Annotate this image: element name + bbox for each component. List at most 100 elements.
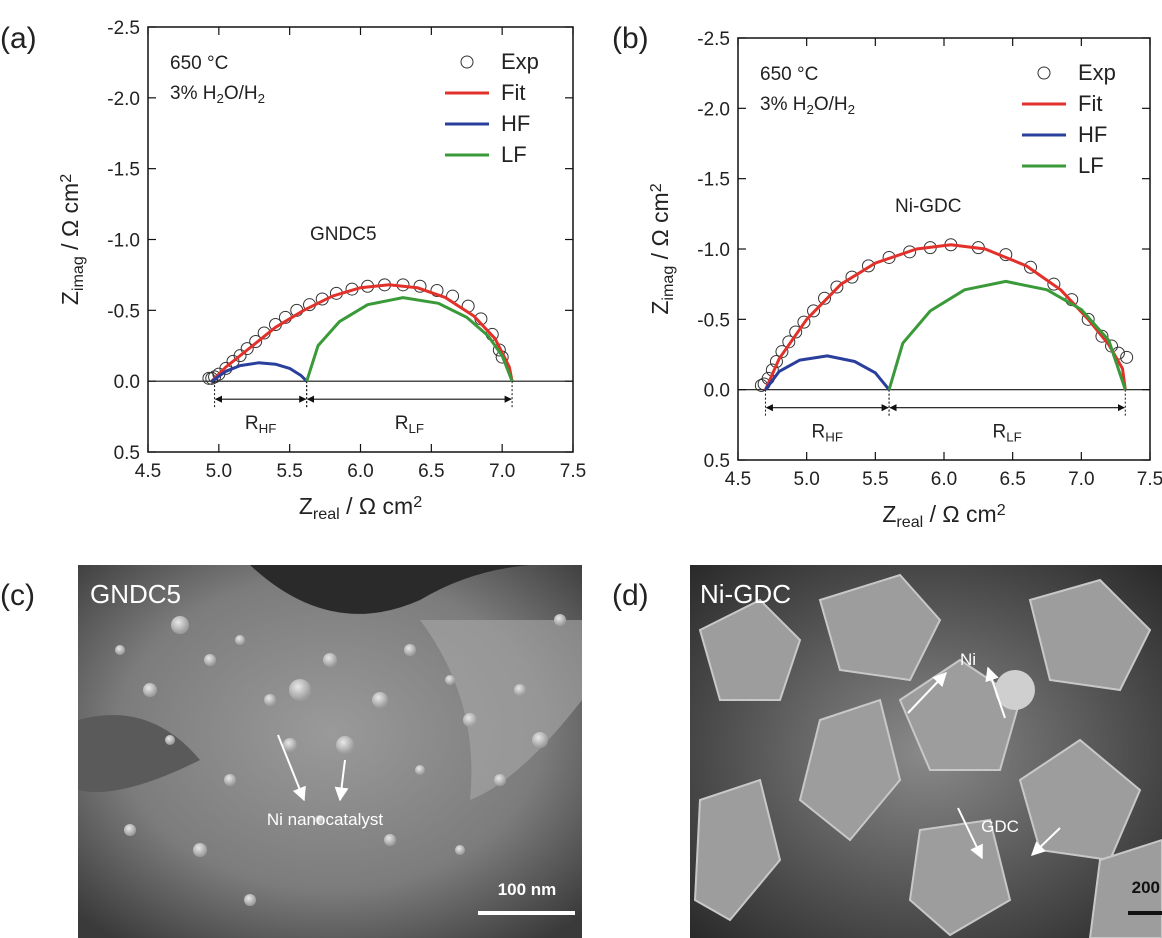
image-title: Ni-GDC <box>700 579 791 609</box>
y-axis-label-part: 2 <box>647 183 665 192</box>
y-tick-label: 0.0 <box>704 381 730 402</box>
annotation: 3% H2O/H2 <box>760 94 855 117</box>
x-axis-label-part: 2 <box>997 501 1006 519</box>
y-tick-label: -1.0 <box>697 240 730 261</box>
y-axis-label-part: imag <box>659 266 677 301</box>
scale-bar-label: 200 <box>1132 878 1160 897</box>
span-label-part: R <box>395 413 409 434</box>
annotation: 650 °C <box>170 53 228 74</box>
figure: (c) GNDC5 Ni nanocatalyst 100 nm (d) Ni-… <box>0 0 1162 938</box>
x-tick-label: 5.5 <box>862 469 888 490</box>
legend-label: Fit <box>1078 91 1102 116</box>
y-tick-label: 0.5 <box>114 443 140 464</box>
sem-image-d <box>690 565 1162 938</box>
y-axis-label-part: Z <box>57 291 83 305</box>
image-annotation: Ni <box>960 650 976 669</box>
annotation-part: 2 <box>806 102 813 117</box>
legend-label: LF <box>501 142 527 167</box>
x-tick-label: 7.5 <box>560 461 586 482</box>
annotation-part: 650 °C <box>760 64 818 85</box>
annotation-part: Ni-GDC <box>895 196 962 217</box>
legend-label: Exp <box>501 49 539 74</box>
x-axis-label-part: 2 <box>413 493 422 511</box>
y-axis-label-part: / Ω cm <box>57 183 83 256</box>
x-axis-label-part: Z <box>882 501 896 527</box>
x-tick-label: 5.0 <box>206 461 232 482</box>
y-axis-label-part: 2 <box>57 174 75 183</box>
span-label-part: LF <box>1006 430 1022 445</box>
annotation: GNDC5 <box>310 224 377 245</box>
span-label-part: HF <box>259 421 277 436</box>
y-tick-label: 0.5 <box>704 451 730 472</box>
panel-label: (d) <box>612 579 649 612</box>
annotation: 3% H2O/H2 <box>170 83 265 106</box>
annotation-part: O/H <box>224 83 258 104</box>
y-tick-label: -2.5 <box>697 29 730 50</box>
annotation-part: 2 <box>258 91 265 106</box>
panel-label: (c) <box>0 579 35 612</box>
y-tick-label: -0.5 <box>697 310 730 331</box>
x-tick-label: 7.0 <box>489 461 515 482</box>
x-tick-label: 4.5 <box>135 461 161 482</box>
x-axis-label-part: Z <box>299 493 313 519</box>
data-line <box>766 245 1126 390</box>
annotation-part: 3% H <box>170 83 216 104</box>
x-tick-label: 5.0 <box>793 469 819 490</box>
annotation: Ni-GDC <box>895 196 962 217</box>
panel-label: (a) <box>0 22 37 55</box>
legend-label: LF <box>1078 153 1104 178</box>
span-label: RHF <box>812 422 843 445</box>
scale-bar-label: 100 nm <box>498 880 557 899</box>
y-axis-label: Zimag / Ω cm2 <box>647 183 677 314</box>
span-label-part: LF <box>408 421 424 436</box>
x-axis-label-part: / Ω cm <box>923 501 996 527</box>
y-axis-label: Zimag / Ω cm2 <box>57 174 87 305</box>
y-tick-label: 0.0 <box>114 372 140 393</box>
data-line <box>307 298 512 382</box>
data-line <box>212 285 512 381</box>
y-tick-label: -2.5 <box>107 18 140 39</box>
span-label-part: HF <box>825 430 843 445</box>
legend-symbol <box>461 56 473 68</box>
x-axis-label-part: / Ω cm <box>340 493 413 519</box>
legend-label: Fit <box>501 80 525 105</box>
legend-label: HF <box>501 111 530 136</box>
y-tick-label: -1.0 <box>107 231 140 252</box>
annotation-part: 2 <box>848 102 855 117</box>
legend-label: HF <box>1078 122 1107 147</box>
x-tick-label: 6.0 <box>347 461 373 482</box>
panel-label: (b) <box>612 22 649 55</box>
image-annotation: Ni nanocatalyst <box>267 810 384 829</box>
data-line <box>766 356 890 390</box>
x-tick-label: 6.0 <box>931 469 957 490</box>
image-annotation: GDC <box>981 817 1019 836</box>
x-axis-label-part: real <box>896 513 923 531</box>
span-label-part: R <box>812 422 826 443</box>
y-axis-label-part: imag <box>69 256 87 291</box>
data-line <box>889 281 1125 389</box>
y-axis-label-part: Z <box>647 301 673 315</box>
span-label: RLF <box>395 413 424 436</box>
annotation: 650 °C <box>760 64 818 85</box>
legend-label: Exp <box>1078 60 1116 85</box>
x-tick-label: 5.5 <box>276 461 302 482</box>
image-title: GNDC5 <box>90 579 181 609</box>
span-label-part: R <box>245 413 259 434</box>
x-tick-label: 6.5 <box>418 461 444 482</box>
span-label: RLF <box>993 422 1022 445</box>
span-label: RHF <box>245 413 276 436</box>
x-tick-label: 7.0 <box>1068 469 1094 490</box>
y-tick-label: -0.5 <box>107 301 140 322</box>
x-axis-label: Zreal / Ω cm2 <box>882 501 1005 531</box>
annotation-part: GNDC5 <box>310 224 377 245</box>
y-tick-label: -2.0 <box>107 89 140 110</box>
annotation-part: 3% H <box>760 94 806 115</box>
legend-symbol <box>1038 67 1050 79</box>
x-tick-label: 6.5 <box>999 469 1025 490</box>
span-label-part: R <box>993 422 1007 443</box>
y-tick-label: -1.5 <box>697 170 730 191</box>
x-tick-label: 4.5 <box>725 469 751 490</box>
annotation-part: 650 °C <box>170 53 228 74</box>
annotation-part: O/H <box>814 94 848 115</box>
y-tick-label: -2.0 <box>697 99 730 120</box>
